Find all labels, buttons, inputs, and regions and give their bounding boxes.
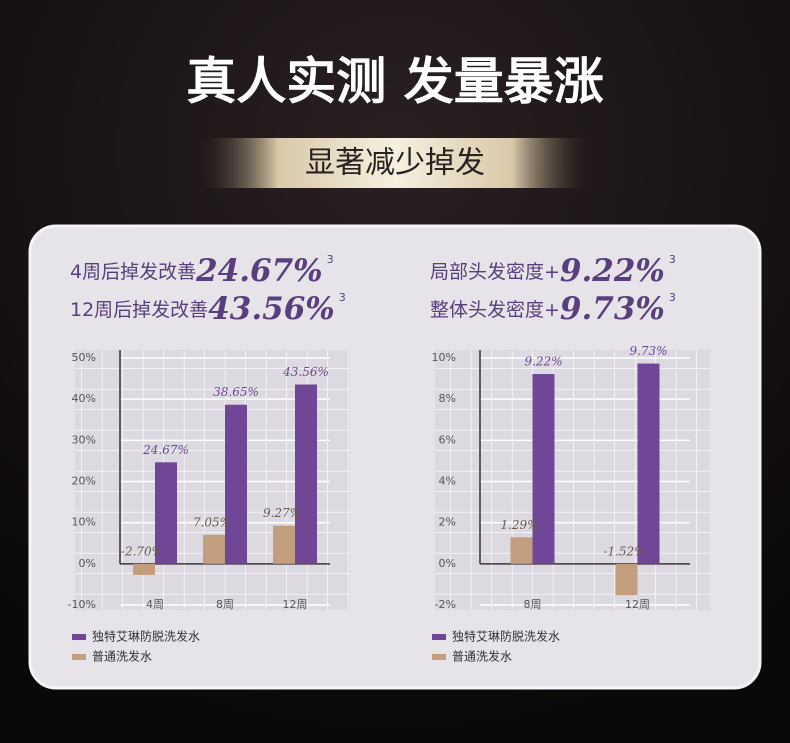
x-tick-label: 8周 xyxy=(216,598,234,611)
y-tick-label: 8% xyxy=(439,392,456,405)
x-tick-label: 4周 xyxy=(146,598,164,611)
value-label: 9.27% xyxy=(263,506,301,520)
value-label: 7.05% xyxy=(193,515,231,529)
stat: 12周后掉发改善43.56% 3 xyxy=(70,291,346,327)
y-tick-label: 0% xyxy=(439,557,456,570)
stat-note: 3 xyxy=(327,253,334,266)
y-tick-label: -10% xyxy=(68,598,96,611)
y-tick-label: 30% xyxy=(72,433,96,446)
stat-label: 12周后掉发改善 xyxy=(70,299,208,321)
bar xyxy=(637,363,660,564)
legend-swatch xyxy=(432,654,446,660)
bar xyxy=(155,462,177,564)
stat-value: 43.56% xyxy=(208,291,335,327)
bar xyxy=(133,563,155,575)
stat-value: 9.22% xyxy=(560,253,665,289)
x-tick-label: 12周 xyxy=(283,598,308,611)
stat: 整体头发密度+9.73% 3 xyxy=(430,291,676,327)
bar xyxy=(295,384,317,564)
y-tick-label: 20% xyxy=(72,475,96,488)
stat-label: 局部头发密度+ xyxy=(430,261,560,283)
bar xyxy=(510,537,533,564)
value-label: 24.67% xyxy=(142,443,189,457)
stat-note: 3 xyxy=(339,291,346,304)
title: 真人实测 发量暴涨 xyxy=(186,53,603,111)
stat-note: 3 xyxy=(669,253,676,266)
stat-label: 4周后掉发改善 xyxy=(70,261,196,283)
stat: 局部头发密度+9.22% 3 xyxy=(430,253,676,289)
y-tick-label: 40% xyxy=(72,392,96,405)
bar xyxy=(615,563,638,596)
value-label: 9.22% xyxy=(524,355,562,369)
stat-label: 整体头发密度+ xyxy=(430,299,560,321)
legend-label: 独特艾琳防脱洗发水 xyxy=(92,629,200,644)
y-tick-label: 2% xyxy=(439,516,456,529)
subtitle: 显著减少掉发 xyxy=(305,146,485,181)
y-tick-label: 0% xyxy=(79,557,96,570)
y-tick-label: -2% xyxy=(435,598,456,611)
subtitle-band xyxy=(200,138,590,188)
bar xyxy=(273,525,295,564)
y-tick-label: 6% xyxy=(439,433,456,446)
y-tick-label: 10% xyxy=(432,351,456,364)
stat-value: 24.67% xyxy=(195,253,323,289)
y-tick-label: 4% xyxy=(439,475,456,488)
x-tick-label: 8周 xyxy=(524,598,542,611)
value-label: -1.52% xyxy=(603,544,645,558)
y-tick-label: 50% xyxy=(72,351,96,364)
value-label: 38.65% xyxy=(213,385,259,399)
value-label: -2.70% xyxy=(121,544,163,558)
legend-swatch xyxy=(432,634,446,640)
legend-swatch xyxy=(72,654,86,660)
legend-swatch xyxy=(72,634,86,640)
plot-grid xyxy=(435,350,710,610)
legend-label: 独特艾琳防脱洗发水 xyxy=(452,629,560,644)
stat-value: 9.73% xyxy=(560,291,665,327)
stat-note: 3 xyxy=(669,291,676,304)
value-label: 9.73% xyxy=(629,344,667,358)
value-label: 43.56% xyxy=(282,365,329,379)
legend-label: 普通洗发水 xyxy=(452,649,512,664)
value-label: 1.29% xyxy=(500,518,538,532)
stat: 4周后掉发改善24.67% 3 xyxy=(70,253,334,289)
legend-label: 普通洗发水 xyxy=(92,649,152,664)
bar xyxy=(203,534,225,564)
x-tick-label: 12周 xyxy=(625,598,650,611)
bar xyxy=(532,374,555,564)
bar xyxy=(225,404,247,564)
y-tick-label: 10% xyxy=(72,516,96,529)
